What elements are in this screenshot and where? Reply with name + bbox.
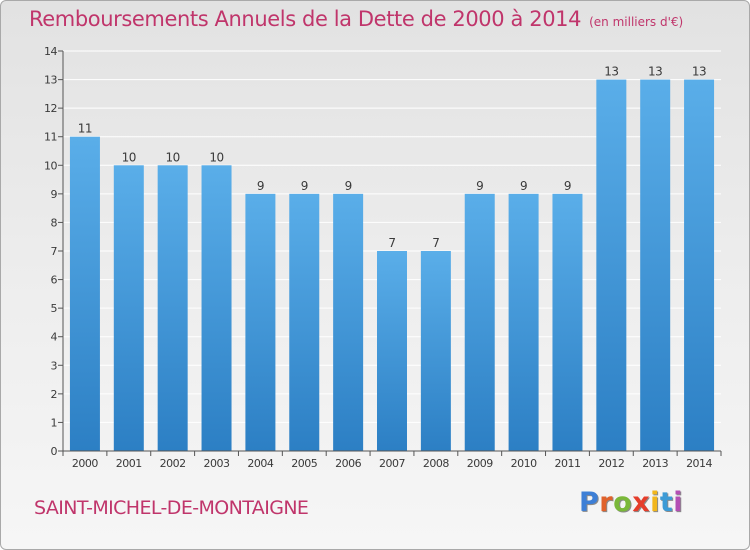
logo-letter: P <box>579 487 600 518</box>
proxiti-logo: Proxiti <box>579 487 683 518</box>
x-tick-label: 2001 <box>116 457 142 470</box>
chart-title-unit: (en milliers d'€) <box>589 15 684 29</box>
y-tick-label: 10 <box>44 159 57 172</box>
x-tick-label: 2009 <box>467 457 493 470</box>
y-tick-label: 11 <box>44 131 57 144</box>
x-tick-label: 2007 <box>379 457 405 470</box>
data-label: 9 <box>520 179 527 193</box>
chart-title-main: Remboursements Annuels de la Dette de 20… <box>29 7 582 31</box>
x-tick-label: 2000 <box>72 457 98 470</box>
logo-letter: o <box>613 487 633 518</box>
y-tick-label: 13 <box>44 74 57 87</box>
y-tick-label: 14 <box>44 45 57 58</box>
bar <box>113 165 144 452</box>
data-label: 10 <box>209 150 223 164</box>
bar <box>684 79 715 452</box>
data-label: 13 <box>604 65 618 79</box>
y-tick-label: 7 <box>51 245 58 258</box>
bar <box>377 251 407 451</box>
x-tick-label: 2003 <box>204 457 230 470</box>
bar <box>552 193 583 451</box>
y-tick-label: 6 <box>51 274 58 287</box>
data-label: 9 <box>345 179 352 193</box>
y-tick-label: 3 <box>51 359 58 372</box>
y-tick-label: 4 <box>51 331 58 344</box>
data-label: 7 <box>432 236 439 250</box>
bar <box>420 251 451 451</box>
y-tick-label: 9 <box>51 188 58 201</box>
y-tick-label: 5 <box>51 302 58 315</box>
bar <box>289 193 320 451</box>
x-tick-label: 2010 <box>511 457 537 470</box>
y-tick-label: 12 <box>44 102 57 115</box>
bar <box>245 193 276 451</box>
data-label: 9 <box>476 179 483 193</box>
x-tick-label: 2002 <box>160 457 186 470</box>
logo-letter: x <box>632 487 651 518</box>
commune-name: SAINT-MICHEL-DE-MONTAIGNE <box>34 497 309 519</box>
y-tick-label: 2 <box>51 388 58 401</box>
data-label: 7 <box>388 236 395 250</box>
bar <box>201 165 232 452</box>
data-label: 9 <box>301 179 308 193</box>
logo-letter: t <box>659 487 674 518</box>
data-label: 13 <box>692 65 706 79</box>
x-tick-label: 2013 <box>642 457 668 470</box>
x-tick-label: 2006 <box>335 457 361 470</box>
data-label: 9 <box>564 179 571 193</box>
x-tick-label: 2011 <box>554 457 580 470</box>
data-label: 10 <box>166 150 180 164</box>
logo-letter: i <box>650 487 660 518</box>
data-label: 10 <box>122 150 136 164</box>
y-tick-label: 1 <box>51 416 58 429</box>
logo-letter: r <box>599 487 614 518</box>
bar <box>69 136 100 451</box>
bar <box>596 79 627 452</box>
x-tick-label: 2014 <box>686 457 712 470</box>
bar <box>640 79 671 452</box>
data-label: 13 <box>648 65 662 79</box>
data-label: 11 <box>78 122 92 136</box>
bar <box>508 193 539 451</box>
y-tick-label: 0 <box>51 445 58 458</box>
x-tick-label: 2012 <box>598 457 624 470</box>
bar <box>333 193 364 451</box>
bar <box>157 165 188 452</box>
x-tick-label: 2004 <box>247 457 273 470</box>
bar <box>464 193 495 451</box>
chart-title: Remboursements Annuels de la Dette de 20… <box>29 7 683 31</box>
x-tick-label: 2005 <box>291 457 317 470</box>
logo-letter: i <box>673 487 684 518</box>
x-tick-label: 2008 <box>423 457 449 470</box>
y-tick-label: 8 <box>51 216 58 229</box>
data-label: 9 <box>257 179 264 193</box>
